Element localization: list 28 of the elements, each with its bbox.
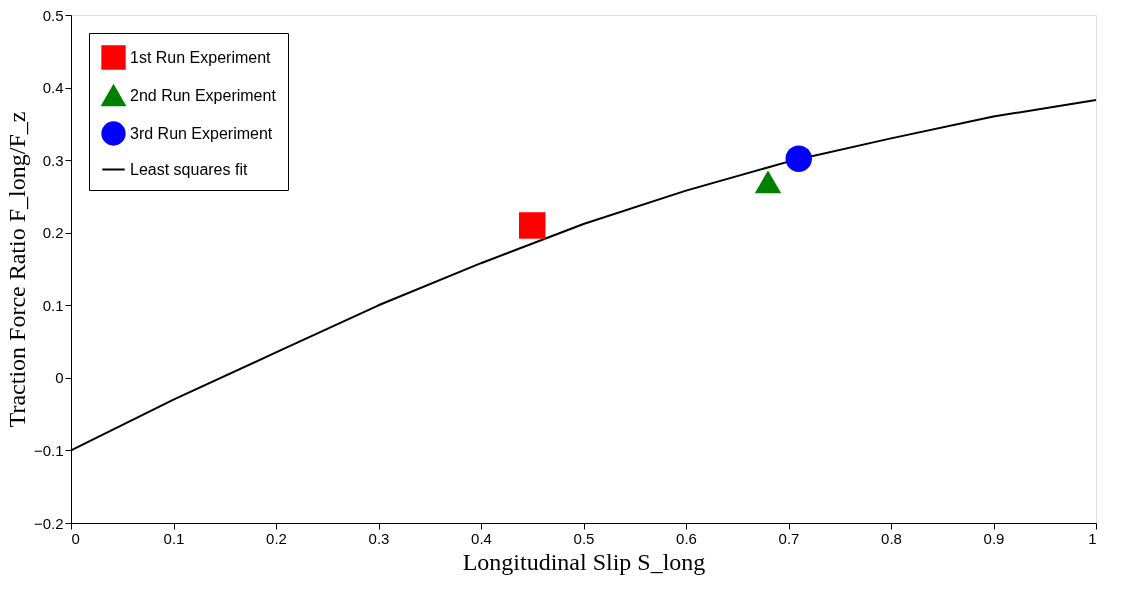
x-tick-label: 0.9 xyxy=(983,529,1005,547)
x-tick-label: 0.6 xyxy=(676,529,697,547)
y-tick-label: 0.5 xyxy=(42,6,64,24)
y-tick-label: −0.1 xyxy=(33,441,64,459)
y-axis-title: Traction Force Ratio F_long/F_z xyxy=(3,111,30,428)
x-tick-label: 0.4 xyxy=(471,529,492,547)
y-tick-label: 0.2 xyxy=(42,224,64,242)
x-tick-label: 0.7 xyxy=(778,529,800,547)
x-tick-label: 0.8 xyxy=(881,529,902,547)
x-axis-title: Longitudinal Slip S_long xyxy=(462,548,706,575)
y-tick-label: 0.3 xyxy=(42,151,64,169)
x-tick-label: 0.1 xyxy=(163,529,185,547)
x-tick-label: 1 xyxy=(1088,529,1097,547)
legend-label: 2nd Run Experiment xyxy=(130,86,277,104)
x-tick-label: 0 xyxy=(71,529,80,547)
y-tick-label: 0 xyxy=(55,369,64,387)
legend-label: Least squares fit xyxy=(130,160,248,178)
point xyxy=(785,145,812,172)
legend-label: 3rd Run Experiment xyxy=(130,124,273,142)
point xyxy=(754,170,782,194)
y-tick-label: −0.2 xyxy=(33,514,64,532)
y-tick-label: 0.4 xyxy=(42,79,64,97)
legend-label: 1st Run Experiment xyxy=(130,48,272,66)
point xyxy=(519,212,546,239)
x-tick-label: 0.2 xyxy=(266,529,287,547)
x-tick-label: 0.3 xyxy=(368,529,390,547)
x-tick-label: 0.5 xyxy=(573,529,595,547)
y-tick-label: 0.1 xyxy=(42,296,64,314)
